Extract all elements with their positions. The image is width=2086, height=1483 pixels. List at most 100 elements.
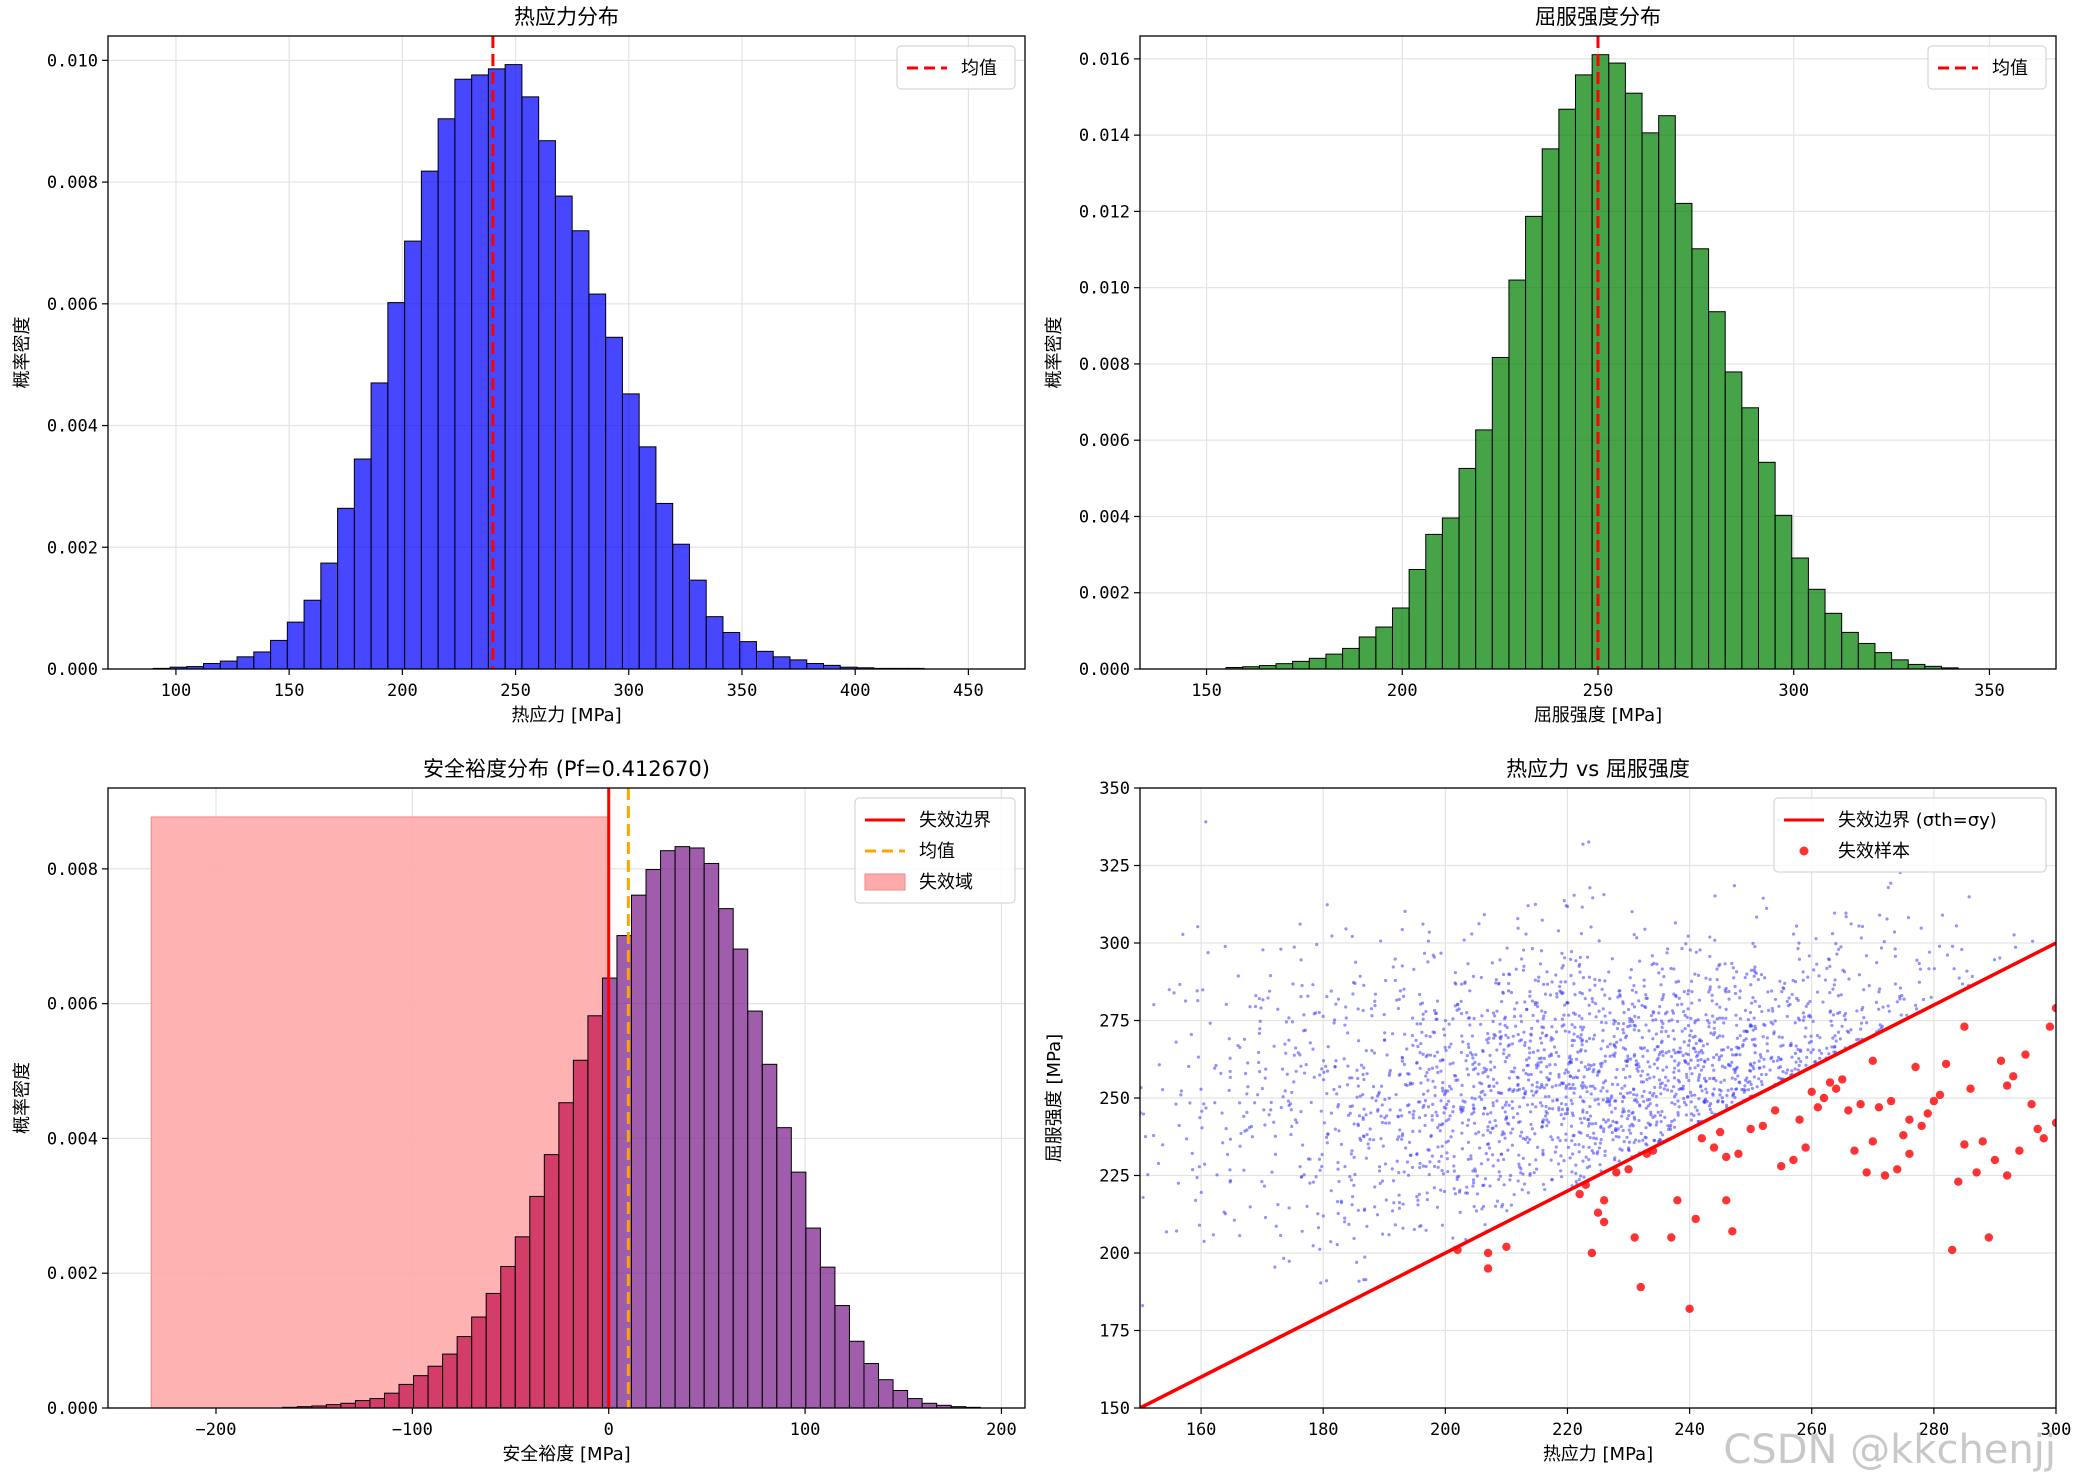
histogram-bar: [1541, 148, 1560, 669]
sample-point: [1659, 1130, 1663, 1135]
sample-point: [1736, 1046, 1740, 1050]
sample-point: [1452, 1187, 1456, 1191]
sample-point: [1352, 1236, 1356, 1241]
sample-point: [1646, 1121, 1650, 1125]
sample-point: [1466, 1042, 1470, 1046]
histogram-bar: [1475, 429, 1493, 669]
sample-point: [1673, 921, 1678, 925]
sample-point: [1797, 1056, 1801, 1061]
sample-point: [1669, 966, 1673, 971]
sample-point: [1675, 1003, 1680, 1007]
sample-point: [1521, 1068, 1526, 1072]
sample-point: [1594, 1121, 1598, 1126]
sample-point: [1720, 1064, 1725, 1068]
sample-point: [1403, 909, 1407, 914]
sample-point: [1640, 1003, 1644, 1008]
sample-point: [1475, 1174, 1479, 1178]
sample-point: [1272, 1120, 1276, 1124]
sample-point: [1741, 1044, 1745, 1048]
sample-point: [1652, 1091, 1656, 1095]
sample-point: [1726, 1045, 1730, 1049]
sample-point: [1567, 1062, 1571, 1066]
sample-point: [1702, 1076, 1707, 1081]
sample-point: [1686, 1024, 1691, 1028]
sample-point: [1666, 1079, 1670, 1083]
sample-point: [1605, 1096, 1610, 1101]
sample-point: [2030, 939, 2035, 943]
sample-point: [1672, 1125, 1677, 1129]
sample-point: [1517, 1162, 1521, 1166]
sample-point: [1735, 1036, 1739, 1040]
sample-point: [1401, 1132, 1405, 1136]
sample-point: [1687, 1039, 1692, 1043]
sample-point: [1418, 1161, 1422, 1165]
sample-point: [1383, 1031, 1387, 1035]
x-tick-label: 450: [953, 681, 984, 701]
histogram-bar: [1907, 663, 1926, 669]
sample-point: [1479, 1162, 1484, 1166]
sample-point: [1407, 1140, 1412, 1144]
sample-point: [1459, 1012, 1464, 1016]
sample-point: [1693, 1093, 1697, 1097]
sample-point: [1400, 1059, 1404, 1063]
sample-point: [1667, 1049, 1671, 1054]
sample-point: [1677, 996, 1681, 1000]
sample-point: [1415, 1061, 1419, 1065]
sample-point: [1335, 1243, 1339, 1247]
sample-point: [1587, 1036, 1592, 1041]
histogram-bar: [1791, 557, 1809, 669]
legend-box: [1927, 45, 2047, 90]
sample-point: [1748, 1010, 1753, 1015]
failure-point: [1697, 1134, 1707, 1143]
sample-point: [1398, 989, 1403, 993]
sample-point: [1426, 1105, 1431, 1109]
sample-point: [1096, 977, 1099, 980]
sample-point: [1368, 1137, 1372, 1141]
sample-point: [1542, 1056, 1546, 1060]
sample-point: [1574, 959, 1578, 963]
sample-point: [1557, 1075, 1561, 1079]
sample-point: [1393, 1223, 1397, 1227]
sample-point: [1179, 1093, 1183, 1097]
sample-point: [1570, 1086, 1574, 1090]
sample-point: [1501, 972, 1506, 977]
failure-point: [1685, 1304, 1694, 1314]
sample-point: [1752, 1061, 1756, 1065]
sample-point: [1919, 926, 1923, 930]
sample-point: [1397, 1135, 1401, 1139]
sample-point: [1535, 1085, 1539, 1089]
sample-point: [1670, 1009, 1675, 1013]
sample-point: [1666, 947, 1670, 951]
sample-point: [1791, 978, 1795, 983]
sample-point: [1735, 1065, 1739, 1069]
sample-point: [1717, 1088, 1721, 1092]
sample-point: [1519, 1014, 1523, 1018]
sample-point: [1279, 947, 1283, 951]
failure-point: [1899, 1131, 1908, 1140]
sample-point: [1415, 1022, 1419, 1026]
sample-point: [1666, 1124, 1670, 1128]
sample-point: [1793, 1051, 1798, 1055]
sample-point: [1738, 1053, 1742, 1057]
sample-point: [1662, 1087, 1666, 1091]
sample-point: [1588, 1084, 1593, 1088]
histogram-bar: [587, 1015, 603, 1408]
legend: 均值: [1927, 45, 2047, 90]
sample-point: [1560, 1122, 1564, 1127]
sample-point: [838, 1007, 841, 1010]
sample-point: [1627, 1140, 1632, 1144]
sample-point: [1359, 1063, 1364, 1067]
sample-point: [1507, 1076, 1511, 1080]
sample-point: [1998, 956, 2002, 960]
sample-point: [1960, 947, 1964, 952]
sample-point: [1433, 1054, 1437, 1058]
sample-point: [1428, 1034, 1432, 1039]
histogram-bar: [514, 1236, 531, 1408]
legend-item: 失效样本: [1799, 841, 1910, 862]
sample-point: [1375, 1213, 1380, 1217]
sample-point: [1927, 950, 1932, 954]
sample-point: [1793, 980, 1798, 984]
sample-point: [1583, 1049, 1588, 1053]
sample-point: [1523, 1089, 1528, 1094]
histogram-bar: [1641, 132, 1660, 669]
